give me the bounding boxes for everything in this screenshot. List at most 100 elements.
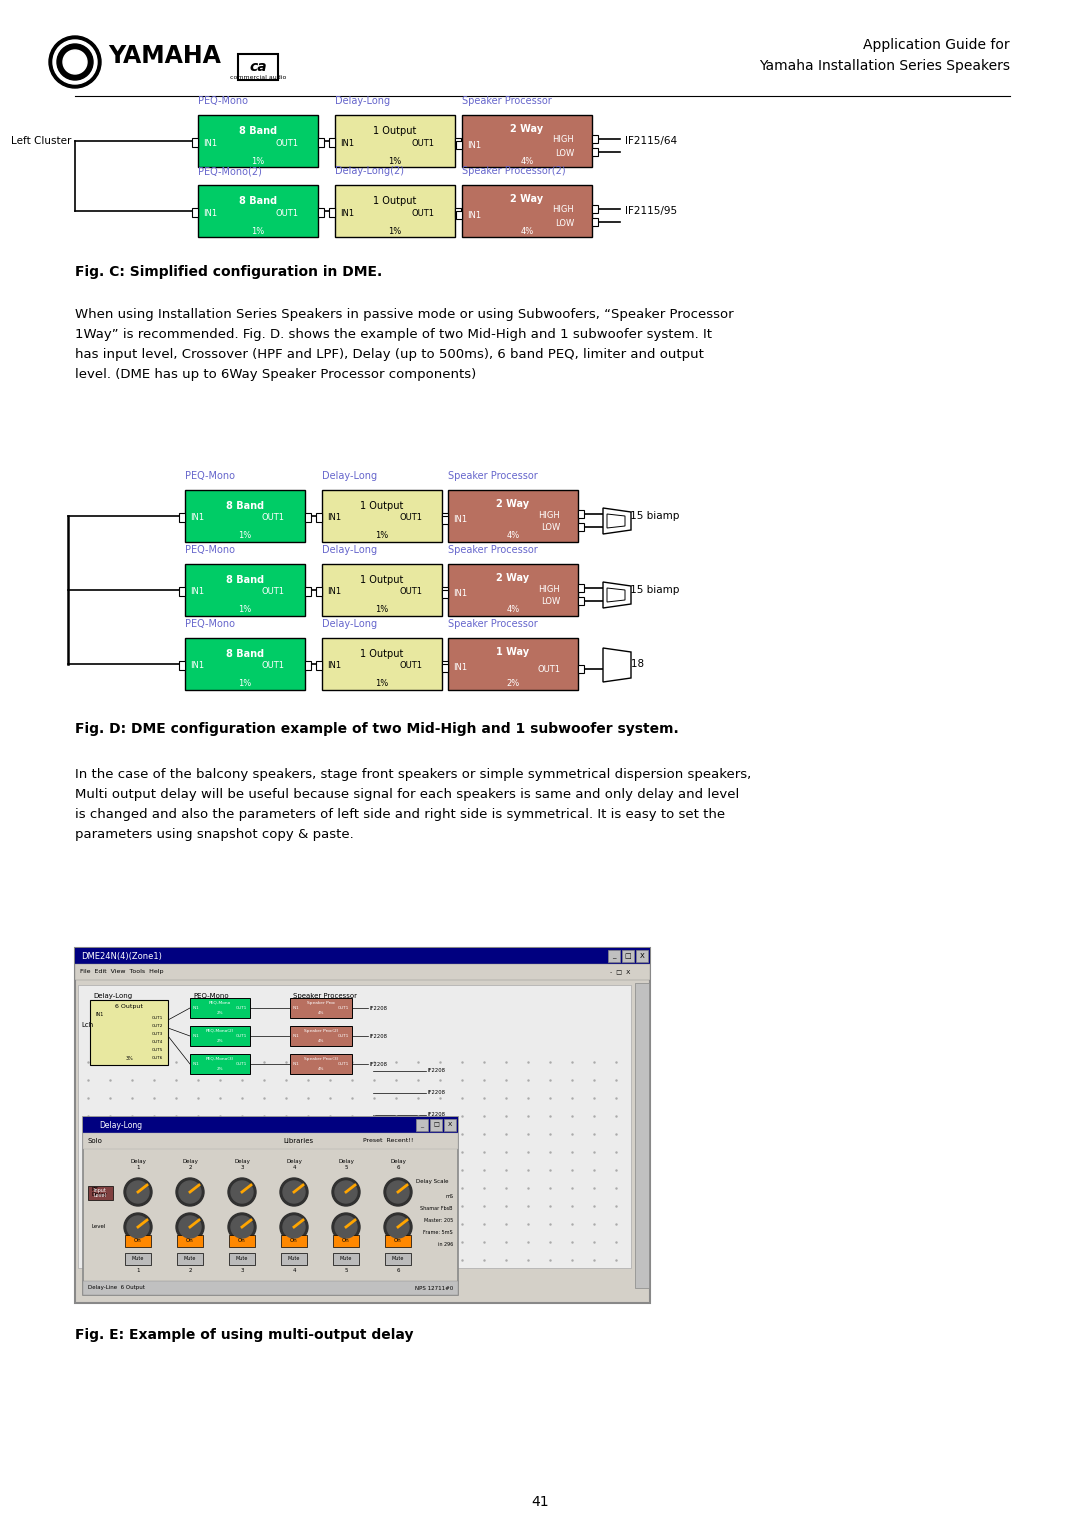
FancyBboxPatch shape [179,513,185,522]
Text: IF2115 biamp: IF2115 biamp [608,512,679,521]
Text: OUT1: OUT1 [338,1034,349,1038]
Text: 1%: 1% [389,226,402,235]
Circle shape [231,1215,253,1238]
FancyBboxPatch shape [444,1119,456,1132]
Circle shape [53,40,97,84]
Text: PEQ-Mono(2): PEQ-Mono(2) [198,166,261,176]
Text: 6: 6 [396,1269,400,1274]
Text: X: X [448,1122,453,1127]
FancyBboxPatch shape [305,586,311,596]
FancyBboxPatch shape [608,950,620,962]
Circle shape [231,1180,253,1203]
Text: HIGH: HIGH [538,585,561,594]
FancyBboxPatch shape [192,137,198,147]
Text: Mute: Mute [184,1257,197,1261]
FancyBboxPatch shape [83,1116,458,1295]
FancyBboxPatch shape [455,137,461,147]
Text: 2 Way: 2 Way [511,194,543,205]
FancyBboxPatch shape [462,115,592,166]
Text: On: On [134,1238,141,1243]
Text: 1%: 1% [252,156,265,165]
Text: Application Guide for
Yamaha Installation Series Speakers: Application Guide for Yamaha Installatio… [759,38,1010,73]
FancyBboxPatch shape [281,1235,307,1248]
Text: HIGH: HIGH [538,510,561,519]
Text: 8 Band: 8 Band [226,576,265,585]
Text: 3%: 3% [125,1057,133,1061]
FancyBboxPatch shape [75,964,650,980]
Text: LOW: LOW [555,148,573,157]
Text: Solo: Solo [87,1138,103,1144]
Text: NPS 12711#0: NPS 12711#0 [415,1286,453,1290]
Text: IN1: IN1 [327,661,341,670]
FancyBboxPatch shape [322,490,442,542]
Text: IF2208: IF2208 [428,1113,446,1118]
FancyBboxPatch shape [578,583,584,592]
Text: OUT1: OUT1 [262,661,285,670]
Text: When using Installation Series Speakers in passive mode or using Subwoofers, “Sp: When using Installation Series Speakers … [75,308,733,382]
FancyBboxPatch shape [592,134,598,144]
Circle shape [228,1212,256,1241]
Text: IF2208: IF2208 [428,1090,446,1095]
Text: PEQ-Mono: PEQ-Mono [198,96,248,105]
Text: IN1: IN1 [193,1006,200,1009]
Text: IN1: IN1 [340,139,354,148]
Text: 1%: 1% [376,531,389,541]
Text: 4: 4 [293,1269,296,1274]
Text: In the case of the balcony speakers, stage front speakers or simple symmetrical : In the case of the balcony speakers, sta… [75,768,752,841]
Text: IN1: IN1 [190,588,204,597]
Text: OUT1: OUT1 [152,1015,163,1020]
FancyBboxPatch shape [190,1026,249,1046]
FancyBboxPatch shape [177,1235,203,1248]
FancyBboxPatch shape [384,1254,411,1264]
Text: Speaker Processor: Speaker Processor [448,618,538,629]
FancyBboxPatch shape [179,661,185,670]
FancyBboxPatch shape [442,661,448,670]
FancyBboxPatch shape [316,661,322,670]
Text: □: □ [624,953,632,959]
FancyBboxPatch shape [329,208,335,217]
Text: 1 Output: 1 Output [361,501,404,512]
Text: Speaker Processor(2): Speaker Processor(2) [462,166,566,176]
Text: OUT1: OUT1 [275,209,298,217]
FancyBboxPatch shape [333,1254,359,1264]
Text: PEQ-Mono(2): PEQ-Mono(2) [206,1029,234,1032]
Circle shape [280,1177,308,1206]
Circle shape [387,1215,409,1238]
FancyBboxPatch shape [75,948,650,1303]
FancyBboxPatch shape [291,1026,352,1046]
Circle shape [384,1212,411,1241]
Text: 1%: 1% [389,156,402,165]
Text: Delay-Long(2): Delay-Long(2) [335,166,404,176]
Text: Delay
5: Delay 5 [338,1159,354,1170]
FancyBboxPatch shape [322,563,442,615]
Text: Lch: Lch [81,1022,93,1028]
Text: PEQ-Mono: PEQ-Mono [208,1002,231,1005]
Text: in 296: in 296 [437,1243,453,1248]
FancyBboxPatch shape [316,513,322,522]
Polygon shape [603,508,631,534]
Text: _: _ [612,953,616,959]
Text: PEQ-Mono: PEQ-Mono [185,618,235,629]
Text: Delay
6: Delay 6 [390,1159,406,1170]
Text: IN1: IN1 [340,209,354,217]
Text: IF2208: IF2208 [370,1061,388,1066]
FancyBboxPatch shape [238,53,278,79]
Text: 4%: 4% [507,531,519,541]
Circle shape [332,1177,360,1206]
Circle shape [283,1180,305,1203]
Text: OUT1: OUT1 [399,661,422,670]
Text: IN1: IN1 [293,1034,299,1038]
Text: Delay-Long: Delay-Long [322,470,377,481]
Polygon shape [603,647,631,683]
Text: Delay-Line  6 Output: Delay-Line 6 Output [87,1286,145,1290]
FancyBboxPatch shape [83,1133,458,1148]
Text: 1 Output: 1 Output [361,649,404,660]
Text: LOW: LOW [541,524,561,533]
FancyBboxPatch shape [335,185,455,237]
FancyBboxPatch shape [335,115,455,166]
Text: IN1: IN1 [293,1061,299,1066]
Text: IN1: IN1 [453,664,468,672]
FancyBboxPatch shape [185,563,305,615]
Text: OUT1: OUT1 [537,666,561,675]
Text: IN1: IN1 [193,1061,200,1066]
